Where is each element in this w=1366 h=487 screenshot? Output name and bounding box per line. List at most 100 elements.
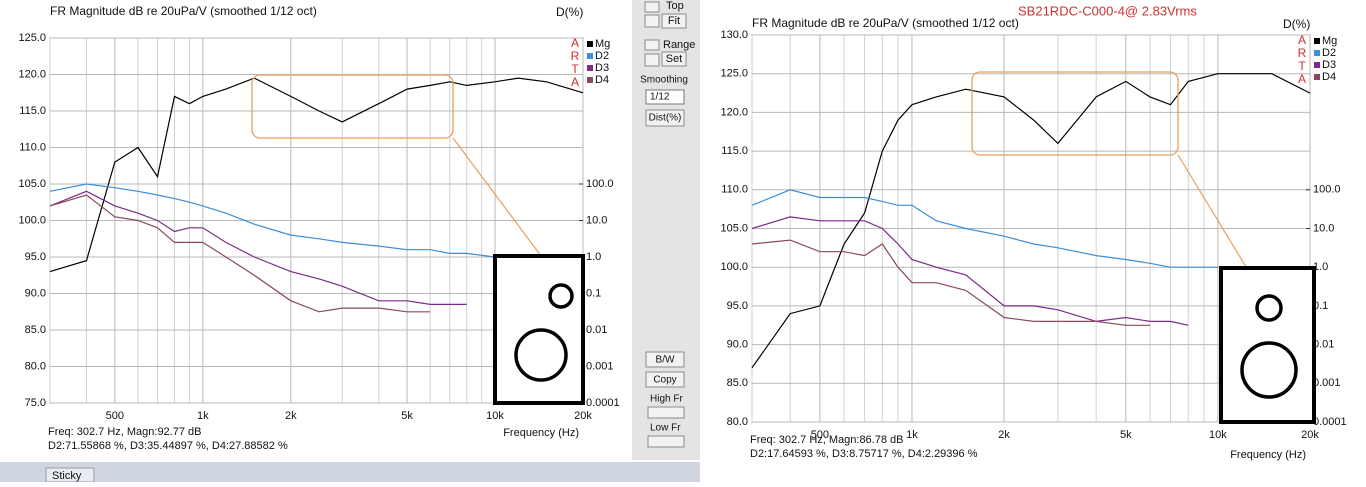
button-label: Fit [668,15,680,27]
y2-tick-label: 100.0 [1313,184,1341,196]
toolbar: Top Fit Range Set Smoothing 1/12 Dist(%)… [632,0,700,460]
chart-subtitle: SB21RDC-C000-4@ 2.83Vrms [1018,3,1197,18]
legend-label: D2 [1322,47,1336,59]
x-axis-title: Frequency (Hz) [1230,449,1306,461]
legend-label: D3 [1322,59,1336,71]
button[interactable] [661,51,687,67]
arrow-button[interactable] [644,1,660,13]
toolbar-bg [632,0,700,460]
legend-label: D2 [595,50,609,62]
tweeter-icon [1255,294,1283,322]
label: Range [663,39,695,51]
y2-tick-label: 100.0 [586,178,614,190]
y2-axis-title: D(%) [556,5,583,19]
legend-swatch [587,53,593,59]
brand-letter: T [571,62,579,76]
y2-tick-label: 0.1 [586,287,601,299]
legend-swatch [587,77,593,83]
label: Smoothing [640,75,688,86]
series-line [49,183,496,258]
y-tick-label: 120.0 [720,106,748,118]
arrow-button[interactable] [644,39,660,51]
y2-tick-label: 1.0 [1313,261,1328,273]
x-tick-label: 10k [486,410,504,422]
y-tick-label: 110.0 [721,184,748,196]
y-tick-label: 105.0 [720,222,748,234]
button[interactable] [645,109,685,127]
series-line [751,189,1218,268]
x-tick-label: 2k [285,410,297,422]
status-line: D2:71.55868 %, D3:35.44897 %, D4:27.8858… [48,440,288,452]
y-tick-label: 80.0 [727,416,748,428]
chart-title: FR Magnitude dB re 20uPa/V (smoothed 1/1… [752,16,1019,30]
y-tick-label: 120.0 [18,68,46,80]
x-tick-label: 5k [1120,429,1132,441]
scroll-control[interactable] [647,435,685,448]
y2-tick-label: 0.01 [1313,339,1334,351]
brand-letter: A [1298,72,1306,86]
series-line [751,216,1189,326]
status-line: Freq: 302.7 Hz, Magn:86.78 dB [750,434,903,446]
legend-swatch [1314,62,1320,68]
label: Top [666,0,684,12]
y2-tick-label: 0.0001 [1313,416,1347,428]
dropdown[interactable] [645,89,685,105]
y2-tick-label: 10.0 [586,214,607,226]
series-line [751,73,1311,369]
y2-tick-label: 0.01 [586,324,607,336]
y-tick-label: 95.0 [727,300,748,312]
button-label: Set [666,53,683,65]
legend-swatch [587,41,593,47]
y-tick-label: 95.0 [25,251,46,263]
brand-letter: A [571,36,579,50]
y-tick-label: 115.0 [721,145,748,157]
y2-axis-title: D(%) [1283,17,1310,31]
y-tick-label: 100.0 [18,214,46,226]
x-tick-label: 500 [811,429,829,441]
highlight-box [251,74,454,139]
brand-letter: A [1298,33,1306,47]
y-tick-label: 85.0 [727,377,748,389]
x-axis-title: Frequency (Hz) [503,427,579,439]
brand-letter: R [1298,46,1307,60]
y-tick-label: 115.0 [19,105,46,117]
y-tick-label: 110.0 [19,141,46,153]
series-line [751,239,1150,326]
brand-letter: A [571,75,579,89]
scroll-control[interactable] [647,406,685,419]
legend-label: D3 [595,62,609,74]
x-tick-label: 20k [1301,429,1319,441]
arrow-button[interactable] [644,14,660,28]
y2-tick-label: 1.0 [586,251,601,263]
arrow-button[interactable] [644,53,660,67]
plots: 500 1k 2k 5k 10k 20k 75.0 80.0 85.0 90.0 95.0 100.0… [18,3,1346,460]
y-tick-label: 105.0 [18,178,46,190]
status-line: D2:17.64593 %, D3:8.75717 %, D4:2.29396 … [750,448,978,460]
legend-swatch [587,65,593,71]
button[interactable] [645,351,685,368]
y-tick-label: 90.0 [25,287,46,299]
brand-letter: R [571,49,580,63]
label: High Fr [650,394,683,405]
x-tick-label: 500 [106,410,124,422]
y-tick-label: 125.0 [720,68,748,80]
legend-swatch [1314,74,1320,80]
highlight-box [971,71,1179,156]
dropdown-value: 1/12 [650,92,670,103]
x-tick-label: 10k [1209,429,1227,441]
taskbar-bg [0,462,700,482]
button[interactable] [645,371,685,388]
y-tick-label: 75.0 [25,397,46,409]
y2-tick-label: 10.0 [1313,222,1334,234]
legend-swatch [1314,50,1320,56]
speaker-icon [1219,266,1316,424]
woofer-icon [1240,341,1298,399]
button[interactable] [661,13,687,29]
x-tick-label: 1k [197,410,209,422]
y2-tick-label: 0.0001 [586,397,620,409]
x-tick-label: 1k [906,429,918,441]
x-tick-label: 20k [574,410,592,422]
y-tick-label: 80.0 [25,360,46,372]
label: Low Fr [650,423,681,434]
